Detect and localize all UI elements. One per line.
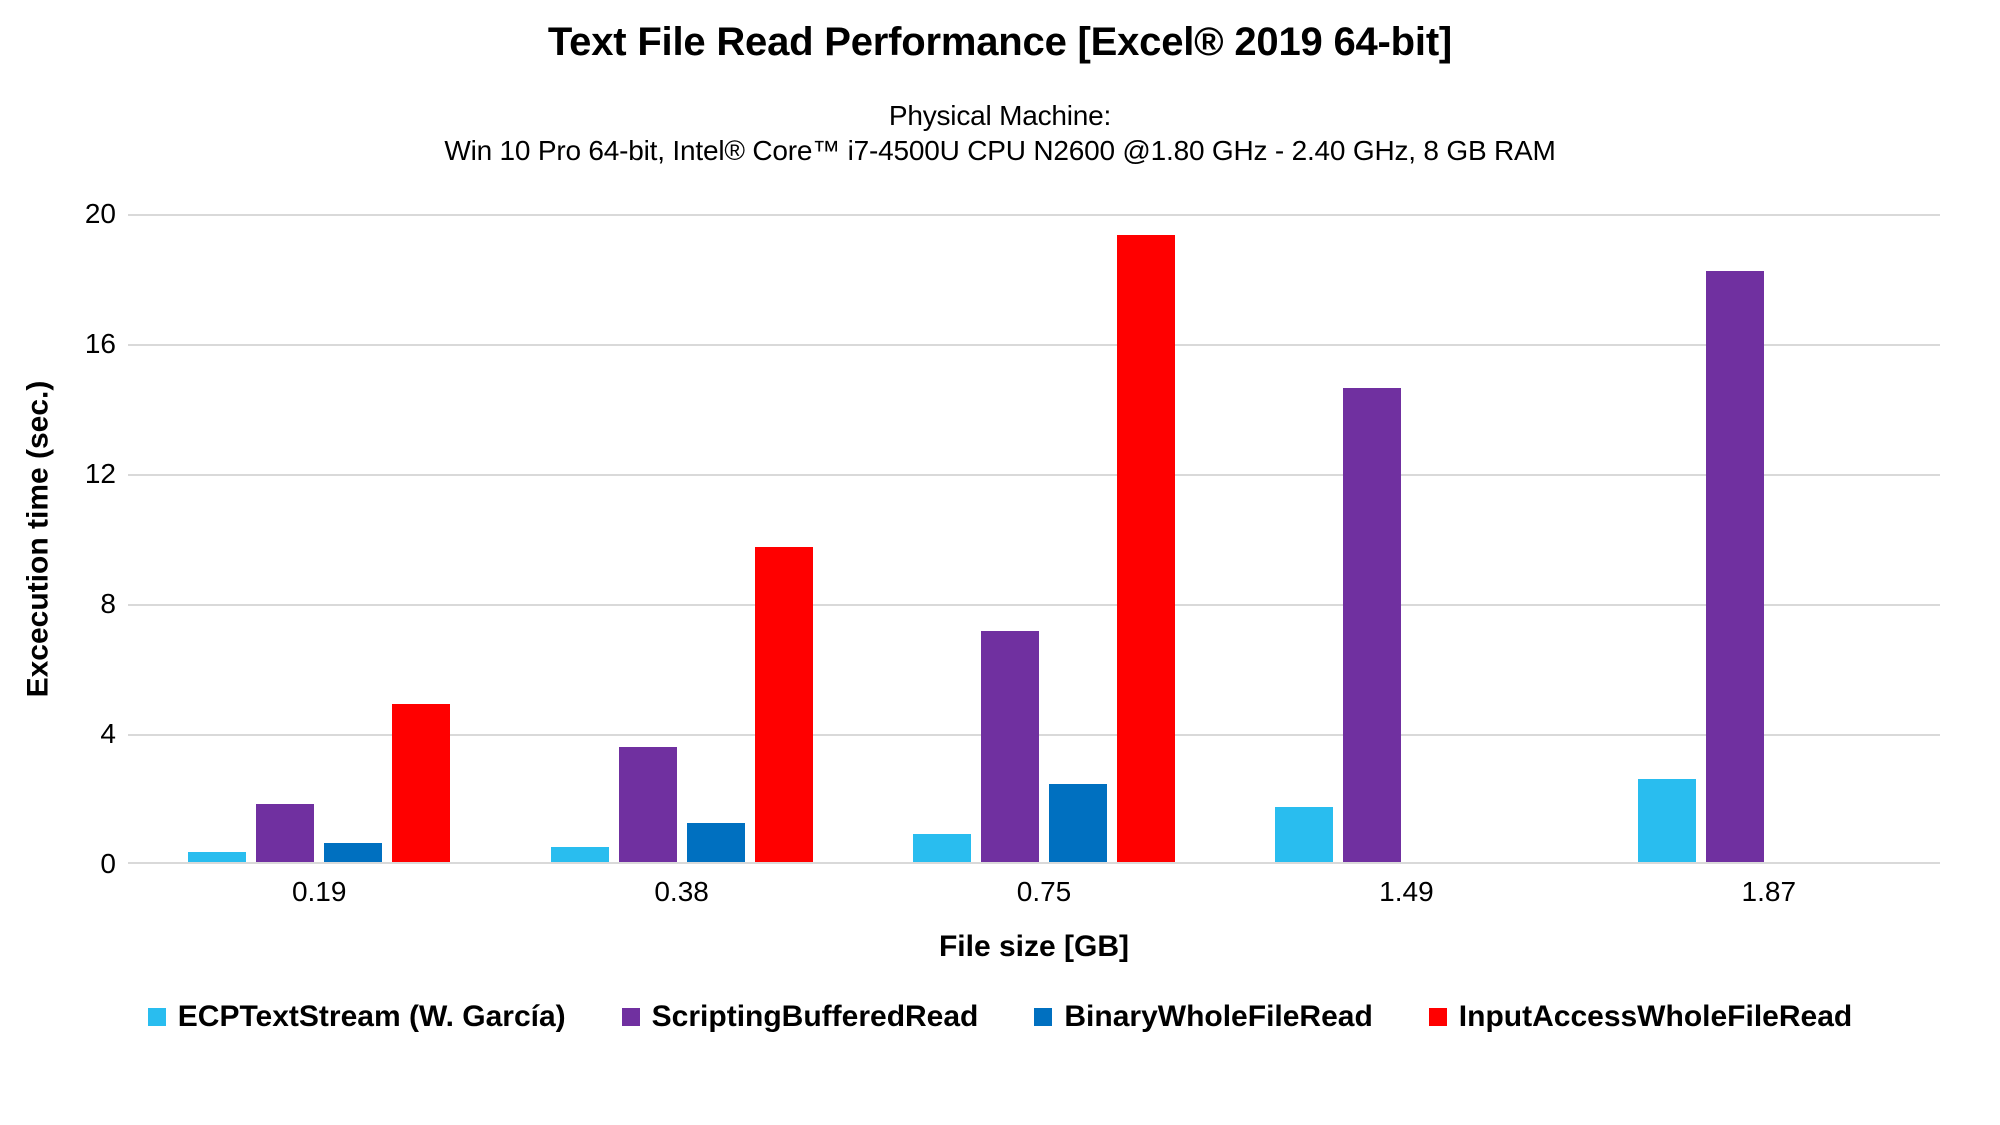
bars-layer [128, 214, 1940, 862]
bar [1638, 779, 1696, 862]
x-category-label: 0.75 [944, 876, 1144, 908]
chart-container: Text File Read Performance [Excel® 2019 … [0, 0, 2000, 1125]
legend: ECPTextStream (W. García) ScriptingBuffe… [0, 1000, 2000, 1034]
bar [392, 704, 450, 862]
y-tick-label: 16 [56, 328, 116, 360]
bar [1117, 235, 1175, 862]
legend-swatch [622, 1008, 640, 1026]
bar [551, 847, 609, 862]
legend-label: InputAccessWholeFileRead [1459, 1000, 1852, 1034]
y-tick-label: 8 [56, 588, 116, 620]
chart-subtitle: Physical Machine: Win 10 Pro 64-bit, Int… [0, 98, 2000, 168]
legend-item: BinaryWholeFileRead [1034, 1000, 1372, 1034]
chart-subtitle-line2: Win 10 Pro 64-bit, Intel® Core™ i7-4500U… [444, 135, 1555, 166]
legend-swatch [1034, 1008, 1052, 1026]
x-category-label: 0.19 [219, 876, 419, 908]
bar [1275, 807, 1333, 862]
legend-label: BinaryWholeFileRead [1064, 1000, 1372, 1034]
x-category-label: 0.38 [582, 876, 782, 908]
y-tick-label: 12 [56, 458, 116, 490]
x-category-label: 1.87 [1669, 876, 1869, 908]
y-axis-title-wrap: Excecution time (sec.) [18, 214, 58, 864]
bar [687, 823, 745, 862]
bar [1706, 271, 1764, 863]
legend-label: ECPTextStream (W. García) [178, 1000, 566, 1034]
y-tick-label: 4 [56, 718, 116, 750]
bar [755, 547, 813, 862]
bar [188, 852, 246, 862]
bar [981, 631, 1039, 862]
bar [619, 747, 677, 862]
legend-label: ScriptingBufferedRead [652, 1000, 979, 1034]
bar [913, 834, 971, 862]
legend-item: ScriptingBufferedRead [622, 1000, 979, 1034]
legend-swatch [148, 1008, 166, 1026]
legend-item: InputAccessWholeFileRead [1429, 1000, 1852, 1034]
legend-swatch [1429, 1008, 1447, 1026]
chart-title: Text File Read Performance [Excel® 2019 … [0, 20, 2000, 65]
bar [324, 843, 382, 863]
bar [1049, 784, 1107, 862]
legend-item: ECPTextStream (W. García) [148, 1000, 566, 1034]
y-tick-label: 0 [56, 848, 116, 880]
bar [256, 804, 314, 863]
x-axis-title: File size [GB] [128, 930, 1940, 964]
chart-subtitle-line1: Physical Machine: [889, 100, 1111, 131]
y-axis-title: Excecution time (sec.) [21, 381, 55, 698]
y-tick-label: 20 [56, 198, 116, 230]
bar [1343, 388, 1401, 863]
x-category-label: 1.49 [1306, 876, 1506, 908]
plot-area [128, 214, 1940, 864]
